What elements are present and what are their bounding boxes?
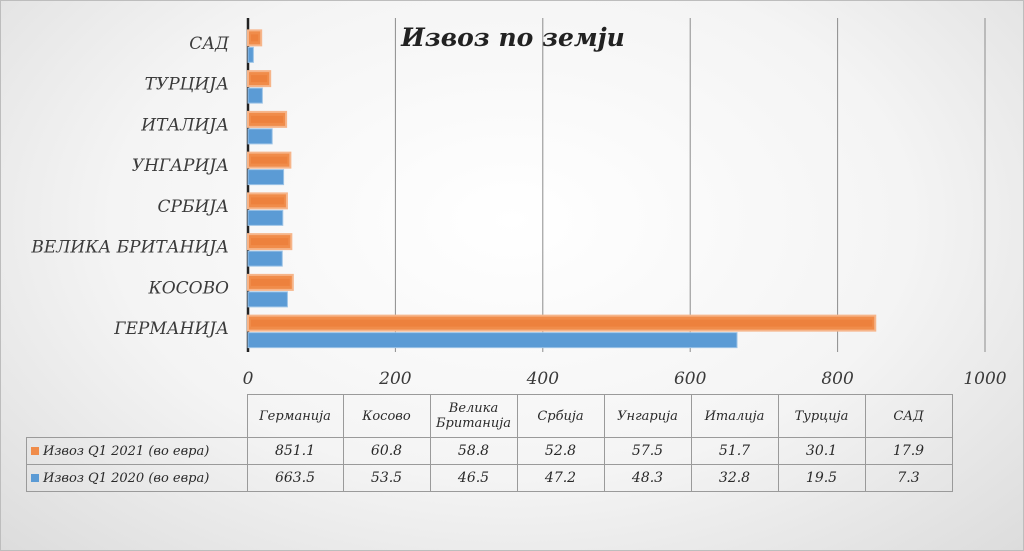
data-label: 851.1 xyxy=(246,437,344,465)
data-label: 46.5 xyxy=(429,464,518,492)
data-label: 60.8 xyxy=(342,437,431,465)
bar-2021-inner xyxy=(251,278,290,286)
x-tick-label: 200 xyxy=(378,369,412,389)
data-label: 48.3 xyxy=(603,464,692,492)
bar-2020 xyxy=(247,46,254,63)
data-label: 32.8 xyxy=(690,464,779,492)
category-label: СРБИЈА xyxy=(158,197,229,217)
category-label: ИТАЛИЈА xyxy=(140,115,229,135)
table-header-cell: Србија xyxy=(516,394,605,438)
bar-2021-inner xyxy=(251,75,268,83)
series-name: Извоз Q1 2021 (во евра) xyxy=(43,443,210,459)
series-name: Извоз Q1 2020 (во евра) xyxy=(43,470,210,486)
table-header-cell: Турција xyxy=(777,394,866,438)
chart-title: Извоз по земји xyxy=(400,23,625,52)
x-tick-label: 600 xyxy=(674,369,707,389)
legend-swatch xyxy=(31,474,39,482)
data-label: 19.5 xyxy=(777,464,866,492)
category-label: КОСОВО xyxy=(148,278,230,298)
bar-2021-inner xyxy=(251,197,284,205)
table-header-cell: Германија xyxy=(246,394,344,438)
bar-2021-inner xyxy=(251,115,284,123)
bar-2020 xyxy=(247,87,263,104)
data-label: 30.1 xyxy=(777,437,866,465)
x-tick-label: 0 xyxy=(243,369,254,389)
table-row: Извоз Q1 2020 (во евра) 663.5 53.5 46.5 47.2… xyxy=(26,464,953,492)
table-header-cell: Италија xyxy=(690,394,779,438)
bar-2021-inner xyxy=(251,34,259,42)
bar-2020 xyxy=(247,209,284,226)
x-tick-label: 1000 xyxy=(963,369,1006,389)
data-label: 663.5 xyxy=(246,464,344,492)
data-label: 52.8 xyxy=(516,437,605,465)
bar-2020 xyxy=(247,128,273,145)
bar-2020 xyxy=(247,332,738,349)
table-header-cell: САД xyxy=(864,394,953,438)
bar-2020 xyxy=(247,291,288,308)
table-header-cell: Косово xyxy=(342,394,431,438)
data-label: 47.2 xyxy=(516,464,605,492)
category-label: САД xyxy=(189,34,230,54)
data-label: 57.5 xyxy=(603,437,692,465)
table-header-cell: Унгарија xyxy=(603,394,692,438)
x-tick-label: 400 xyxy=(526,369,560,389)
data-table: Германија Косово Велика Британија Србија Унг… xyxy=(26,394,953,492)
bar-2021-inner xyxy=(251,238,289,246)
series-name-cell: Извоз Q1 2020 (во евра) xyxy=(26,464,248,492)
category-label: УНГАРИЈА xyxy=(132,156,229,176)
x-tick-label: 800 xyxy=(821,369,854,389)
data-label: 58.8 xyxy=(429,437,518,465)
legend-swatch xyxy=(31,447,39,455)
category-label: ВЕЛИКА БРИТАНИЈА xyxy=(30,238,229,258)
bar-2020 xyxy=(247,250,283,267)
data-label: 17.9 xyxy=(864,437,953,465)
category-label: ГЕРМАНИЈА xyxy=(113,319,229,339)
bar-2021-inner xyxy=(251,156,288,164)
data-label: 7.3 xyxy=(864,464,953,492)
table-row: Извоз Q1 2021 (во евра) 851.1 60.8 58.8 52.8… xyxy=(26,437,953,465)
category-label: ТУРЦИЈА xyxy=(145,75,229,95)
bar-2020 xyxy=(247,169,285,186)
bar-chart: Извоз по земји 0 200 400 600 800 1000 САД ТУРЦИ… xyxy=(30,18,1007,389)
data-label: 53.5 xyxy=(342,464,431,492)
data-label: 51.7 xyxy=(690,437,779,465)
table-header-cell: Велика Британија xyxy=(429,394,518,438)
series-name-cell: Извоз Q1 2021 (во евра) xyxy=(26,437,248,465)
bar-2021-inner xyxy=(251,319,873,327)
